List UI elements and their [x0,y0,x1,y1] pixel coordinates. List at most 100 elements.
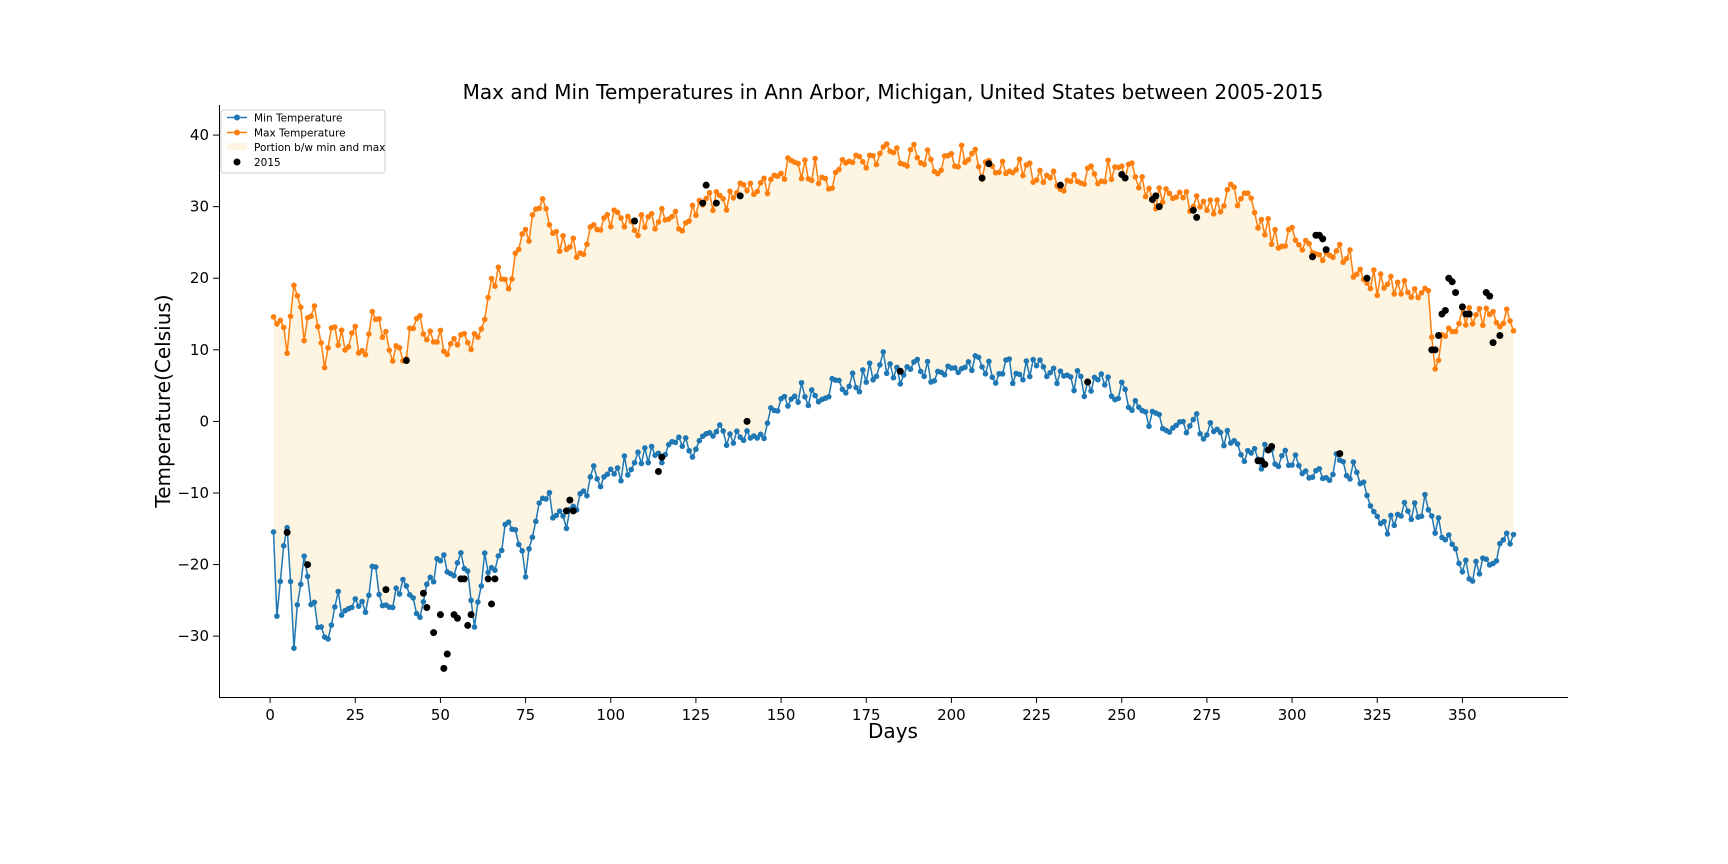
min-temperature-point [825,393,832,400]
max-temperature-point [1435,357,1442,364]
max-temperature-point [570,235,577,242]
max-temperature-point [713,189,720,195]
max-temperature-point [1146,185,1152,192]
max-temperature-point [849,159,856,166]
min-temperature-point [1347,476,1353,482]
max-temperature-point [424,336,430,343]
max-temperature-point [1418,289,1425,296]
max-temperature-point [1371,267,1377,273]
min-temperature-point [546,489,553,496]
max-temperature-point [383,328,389,335]
min-temperature-point [870,377,876,383]
max-temperature-point [1364,280,1370,286]
record-2015-point [1268,442,1276,450]
min-temperature-point [1101,382,1108,388]
max-temperature-point [475,334,481,340]
min-temperature-point [1129,407,1135,414]
legend-label-min: Min Temperature [254,113,342,125]
max-temperature-point [870,152,876,159]
max-temperature-point [287,313,294,320]
min-temperature-point [1476,571,1483,577]
max-temperature-point [1415,294,1421,301]
min-temperature-point [338,612,345,618]
min-temperature-point [1095,376,1101,383]
min-temperature-point [1224,427,1231,434]
min-temperature-point [624,472,631,478]
max-temperature-point [1398,291,1404,297]
max-temperature-point [318,340,325,346]
min-temperature-point [410,595,416,601]
record-2015-point [1152,192,1160,200]
max-temperature-point [1296,241,1302,248]
min-temperature-point [607,466,614,473]
min-temperature-point [846,383,853,390]
max-temperature-point [1159,199,1166,205]
record-2015-point [1309,253,1317,261]
max-temperature-point [270,314,277,320]
min-temperature-point [492,567,498,574]
min-temperature-point [478,583,485,589]
min-temperature-point [1132,397,1139,404]
min-temperature-point [812,392,818,399]
min-temperature-point [877,362,883,368]
min-temperature-point [1350,459,1357,465]
chart-title: Max and Min Temperatures in Ann Arbor, M… [463,80,1324,104]
max-temperature-point [873,161,880,168]
min-temperature-point [1033,362,1040,369]
min-temperature-point [982,371,989,377]
min-temperature-point [880,349,887,355]
x-tick-label: 225 [1022,706,1051,724]
max-temperature-point [345,344,352,350]
min-temperature-point [311,599,318,606]
max-temperature-point [1265,216,1272,222]
min-temperature-point [1360,479,1367,485]
max-temperature-point [1183,188,1190,195]
max-temperature-point [1330,254,1336,261]
max-temperature-point [1340,259,1346,266]
min-temperature-point [1071,387,1077,394]
record-2015-point [1336,450,1344,458]
min-temperature-point [481,550,488,556]
min-temperature-point [1384,531,1391,537]
max-temperature-point [938,167,944,174]
min-temperature-point [318,624,325,630]
min-temperature-point [359,598,365,605]
record-2015-point [1084,378,1092,386]
record-2015-point [423,604,431,612]
legend-swatch-min-marker [234,114,240,121]
max-temperature-point [948,150,955,157]
record-2015-point [1465,310,1473,318]
max-temperature-point [669,213,675,220]
max-temperature-point [693,212,699,219]
min-temperature-point [1445,532,1452,538]
max-temperature-point [1347,247,1353,253]
min-temperature-point [1469,578,1476,584]
max-temperature-point [764,190,771,197]
max-temperature-point [856,153,863,160]
x-tick-label: 0 [265,706,275,724]
min-temperature-point [965,359,972,365]
max-temperature-point [1081,181,1088,187]
min-temperature-point [1122,386,1128,393]
min-temperature-point [1503,530,1510,537]
min-temperature-point [843,390,849,396]
min-temperature-point [734,428,740,434]
max-temperature-point [515,246,522,253]
max-temperature-point [495,264,502,270]
x-tick-label: 250 [1107,706,1136,724]
max-temperature-point [437,327,444,334]
min-temperature-point [802,393,808,400]
min-temperature-point [522,574,529,580]
min-temperature-point [631,459,638,466]
min-temperature-point [556,508,563,514]
max-temperature-point [1476,305,1483,312]
min-temperature-point [1405,508,1411,514]
min-temperature-point [887,361,893,367]
max-temperature-point [1193,193,1200,199]
min-temperature-point [1483,556,1490,563]
record-2015-point [1489,339,1497,347]
max-temperature-point [1432,366,1438,372]
max-temperature-point [1258,216,1265,223]
max-temperature-point [1442,333,1449,339]
min-temperature-point [757,431,764,438]
